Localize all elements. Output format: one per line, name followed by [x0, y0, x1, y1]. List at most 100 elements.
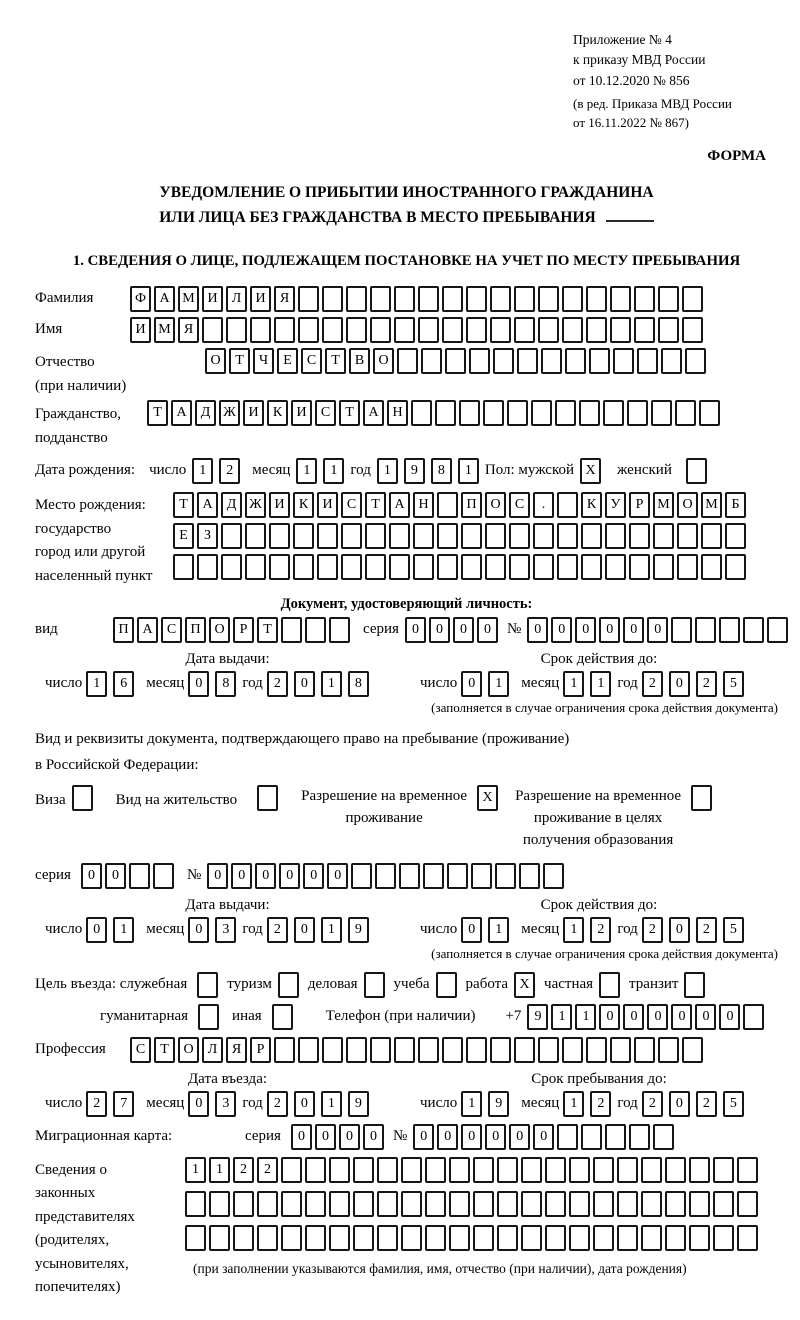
char-cell [743, 617, 765, 644]
char-cell: 1 [461, 1090, 483, 1117]
char-cell [562, 286, 583, 313]
char-cell [685, 458, 707, 485]
char-cell [445, 348, 466, 375]
char-cell [442, 317, 463, 344]
legal-reps-label-line: (родителях, [35, 1232, 110, 1249]
char-cell [509, 554, 530, 581]
char-cell [233, 1224, 254, 1251]
char-cell [689, 1224, 710, 1251]
char-cell: 0 [413, 1123, 435, 1150]
char-cell: 2 [266, 916, 288, 943]
char-cell: Р [233, 617, 254, 644]
char-cell [209, 1224, 230, 1251]
char-cell [394, 317, 415, 344]
char-cell: 6 [113, 671, 135, 698]
char-cell: 9 [527, 1003, 549, 1030]
char-cell: И [269, 492, 290, 519]
char-cell: Ж [245, 492, 266, 519]
char-cell: 0 [575, 617, 597, 644]
phone-prefix: +7 [505, 1007, 522, 1024]
char-cell [128, 862, 150, 889]
visit-purpose-row2: гуманитарная иная Телефон (при наличии) … [35, 1003, 778, 1030]
edu-residence-label: Разрешение на временное проживание в цел… [515, 785, 681, 851]
char-cell [274, 317, 295, 344]
char-cell [271, 1003, 293, 1030]
char-cell [517, 348, 538, 375]
char-cell [418, 317, 439, 344]
char-cell: 0 [671, 1003, 693, 1030]
char-cell [329, 617, 350, 644]
char-cell: И [202, 286, 223, 313]
migration-series-label: серия [245, 1127, 281, 1144]
char-cell: Б [725, 492, 746, 519]
char-cell: 1 [563, 671, 585, 698]
char-cell [394, 1036, 415, 1063]
char-cell [593, 1156, 614, 1183]
char-cell [519, 862, 541, 889]
char-cell [665, 1156, 686, 1183]
char-cell: 0 [551, 617, 573, 644]
char-cell: 2 [641, 916, 663, 943]
char-cell [485, 554, 506, 581]
char-cell [557, 523, 578, 550]
char-cell: 2 [695, 916, 717, 943]
char-cell: И [317, 492, 338, 519]
char-cell: 0 [86, 916, 108, 943]
char-cell [610, 286, 631, 313]
char-cell: 0 [485, 1123, 507, 1150]
doc-valid-note: (заполняется в случае ограничения срока … [431, 700, 778, 716]
char-cell [603, 400, 624, 427]
char-cell [713, 1156, 734, 1183]
char-cell: 0 [623, 617, 645, 644]
char-cell [418, 1036, 439, 1063]
appendix-line: от 10.12.2020 № 856 [573, 72, 690, 88]
char-cell [221, 554, 242, 581]
residence-number-label: № [186, 866, 202, 883]
char-cell: 9 [488, 1090, 510, 1117]
char-cell: М [701, 492, 722, 519]
char-cell [569, 1224, 590, 1251]
char-cell: И [250, 286, 271, 313]
char-cell [257, 1224, 278, 1251]
char-cell: С [509, 492, 530, 519]
char-cell [305, 1224, 326, 1251]
char-cell: 0 [452, 617, 474, 644]
doc-type-label: вид [35, 621, 58, 638]
char-cell [661, 348, 682, 375]
title-line-1: УВЕДОМЛЕНИЕ О ПРИБЫТИИ ИНОСТРАННОГО ГРАЖ… [159, 184, 654, 202]
char-cell [605, 523, 626, 550]
char-cell [317, 523, 338, 550]
char-cell [557, 1123, 579, 1150]
char-cell [605, 554, 626, 581]
char-cell: О [209, 617, 230, 644]
char-cell [665, 1224, 686, 1251]
legal-reps-block: Сведения о законных представителях (роди… [35, 1156, 778, 1300]
char-cell [346, 286, 367, 313]
char-cell: 0 [527, 617, 549, 644]
char-cell [767, 617, 789, 644]
char-cell: А [154, 286, 175, 313]
char-cell: 1 [320, 1090, 342, 1117]
char-cell: Р [629, 492, 650, 519]
char-cell [538, 286, 559, 313]
char-cell: 0 [695, 1003, 717, 1030]
char-cell: 5 [722, 671, 744, 698]
birthplace-label-line: населенный пункт [35, 567, 153, 584]
year-label: год [617, 1094, 638, 1111]
char-cell [250, 317, 271, 344]
char-cell [322, 317, 343, 344]
char-cell [641, 1156, 662, 1183]
char-cell: 0 [80, 862, 102, 889]
char-cell [401, 1156, 422, 1183]
char-cell: 0 [461, 1123, 483, 1150]
